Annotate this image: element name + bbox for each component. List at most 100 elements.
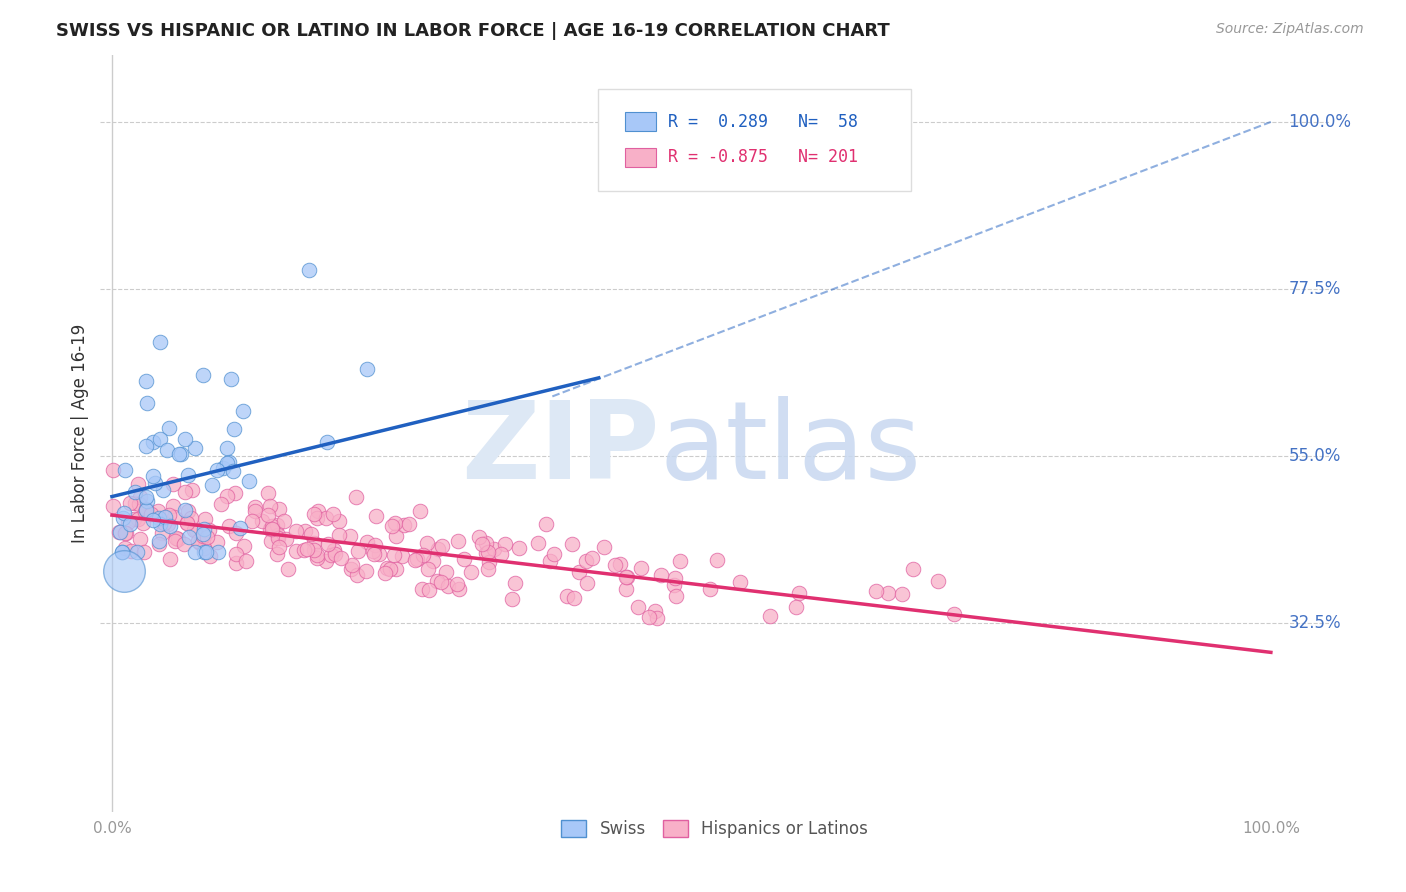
Point [494,537,516,551]
Point [475,546,498,560]
Point [391,549,413,563]
Point [122,511,145,525]
Point [149,433,172,447]
Point [285,524,308,538]
Point [128,497,150,511]
Point [316,435,339,450]
Point [344,490,367,504]
Point [243,500,266,514]
Text: ZIP: ZIP [461,396,659,501]
Point [193,522,215,536]
Point [901,562,924,576]
Point [225,525,247,540]
Point [142,435,165,450]
Point [315,554,337,568]
Point [430,540,453,554]
Point [381,519,404,533]
Point [112,506,135,520]
Point [471,537,494,551]
Point [157,508,180,522]
Point [127,512,149,526]
Point [298,263,321,277]
Point [183,523,205,537]
Point [277,562,299,576]
Point [477,545,499,559]
Point [238,474,260,488]
Point [384,516,406,531]
Point [127,476,149,491]
Point [307,510,329,524]
Point [195,545,218,559]
Point [205,463,228,477]
Point [307,548,329,562]
Point [865,584,887,599]
Point [184,545,207,559]
Point [374,566,396,580]
Point [191,527,214,541]
Point [273,514,295,528]
Point [329,551,352,566]
Point [198,523,221,537]
Point [501,592,523,607]
Point [260,523,283,537]
Point [197,530,219,544]
Point [134,505,156,519]
Point [555,589,578,603]
Point [302,536,325,550]
Point [319,549,342,563]
Point [346,567,368,582]
Point [468,530,491,544]
Point [115,525,138,540]
Point [176,516,198,531]
Point [356,534,378,549]
Point [167,532,190,546]
Point [174,484,197,499]
Point [135,494,157,508]
Point [292,543,315,558]
Point [356,362,378,376]
Point [323,542,346,557]
Point [347,543,370,558]
Point [114,525,136,540]
Point [269,502,291,516]
Point [177,468,200,483]
Point [159,519,181,533]
Point [669,554,692,568]
Point [426,574,449,588]
Point [426,542,449,557]
Point [398,517,420,532]
Point [215,490,238,504]
Point [174,503,197,517]
Point [447,582,470,597]
Point [149,516,172,531]
Point [447,533,470,548]
Point [538,554,561,568]
Point [112,564,135,578]
Text: SWISS VS HISPANIC OR LATINO IN LABOR FORCE | AGE 16-19 CORRELATION CHART: SWISS VS HISPANIC OR LATINO IN LABOR FOR… [56,22,890,40]
Point [302,542,325,557]
Point [173,537,195,551]
Point [477,562,499,576]
Point [259,499,281,513]
Point [382,548,405,562]
Text: 0.0%: 0.0% [93,821,131,836]
Point [180,511,202,525]
Point [135,502,157,516]
Point [114,462,136,476]
Point [890,587,912,601]
Point [943,607,966,622]
Legend: Swiss, Hispanics or Latinos: Swiss, Hispanics or Latinos [555,814,875,845]
Point [411,582,433,596]
Text: 100.0%: 100.0% [1288,113,1351,131]
Point [260,534,283,549]
Point [534,516,557,531]
Point [190,536,212,550]
Point [159,552,181,566]
Point [316,537,339,551]
Point [562,591,585,606]
Point [132,516,155,531]
Point [111,545,134,559]
Point [157,516,180,531]
Point [363,547,385,561]
Point [575,554,598,568]
